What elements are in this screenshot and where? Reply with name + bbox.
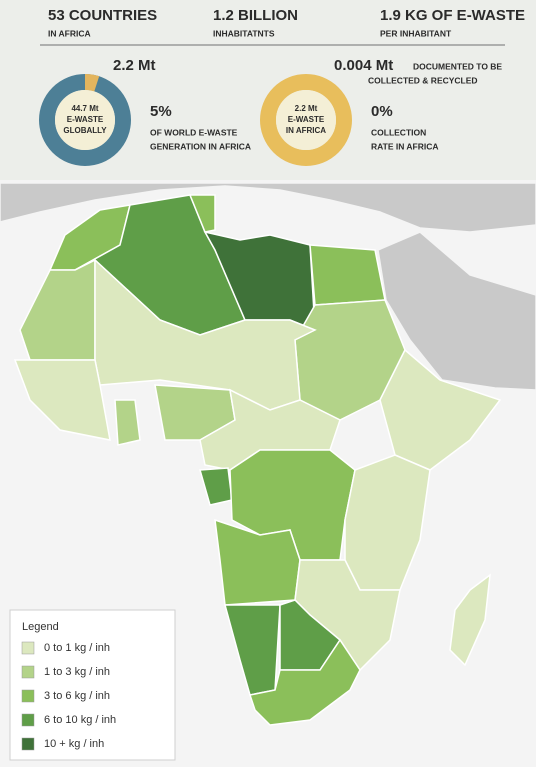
donut-center: [55, 90, 115, 150]
donut-total: 0.004 Mt: [334, 57, 393, 74]
legend-label: 3 to 6 kg / inh: [44, 690, 110, 702]
stat-value: 1.2 BILLION: [213, 7, 298, 24]
donut-caption: COLLECTION: [371, 127, 426, 137]
legend-label: 10 + kg / inh: [44, 738, 104, 750]
donut-center-label: IN AFRICA: [286, 126, 326, 135]
country: [13, 359, 111, 441]
donut-center-label: 2.2 Mt: [295, 104, 318, 113]
donut-center: [276, 90, 336, 150]
donut-caption: RATE IN AFRICA: [371, 141, 439, 151]
country: [94, 258, 317, 411]
legend-label: 6 to 10 kg / inh: [44, 714, 116, 726]
legend-swatch: [21, 689, 35, 703]
donut-center-label: 44.7 Mt: [71, 104, 98, 113]
donut-ring: [260, 74, 352, 166]
donut-center-label: E-WASTE: [67, 115, 104, 124]
donut-center-label: E-WASTE: [288, 115, 325, 124]
other-land: [377, 231, 536, 391]
country: [309, 244, 386, 306]
legend: Legend 0 to 1 kg / inh 1 to 3 kg / inh 3 to…: [21, 621, 116, 751]
stat-value: 1.9 KG OF E-WASTE: [380, 7, 525, 24]
country: [188, 194, 216, 233]
stat-caption: INHABITATNTS: [213, 28, 275, 38]
legend-swatch: [21, 665, 35, 679]
donut-center-label: GLOBALLY: [63, 126, 107, 135]
country: [114, 399, 141, 446]
stat-caption: PER INHABITANT: [380, 28, 452, 38]
donut-total-caption: DOCUMENTED TO BE: [413, 61, 502, 71]
stat-value: 53 COUNTRIES: [48, 7, 157, 24]
country: [249, 638, 361, 726]
donut-percent: 5%: [150, 103, 172, 120]
donut-caption: OF WORLD E-WASTE: [150, 127, 238, 137]
other-land: [0, 182, 536, 233]
donut-caption: GENERATION IN AFRICA: [150, 141, 251, 151]
legend-swatch: [21, 737, 35, 751]
donut-total-caption: COLLECTED & RECYCLED: [368, 75, 478, 85]
header: 53 COUNTRIES IN AFRICA 1.2 BILLION INHABITA…: [39, 7, 525, 166]
country: [449, 573, 491, 667]
legend-box: [9, 609, 176, 761]
legend-swatch: [21, 713, 35, 727]
legend-title: Legend: [22, 621, 59, 633]
donut-total: 2.2 Mt: [113, 57, 156, 74]
legend-swatch: [21, 641, 35, 655]
stat-caption: IN AFRICA: [48, 28, 91, 38]
map: [0, 182, 536, 726]
legend-label: 0 to 1 kg / inh: [44, 642, 110, 654]
donut-slice: [39, 74, 131, 166]
donut-percent: 0%: [371, 103, 393, 120]
legend-label: 1 to 3 kg / inh: [44, 666, 110, 678]
